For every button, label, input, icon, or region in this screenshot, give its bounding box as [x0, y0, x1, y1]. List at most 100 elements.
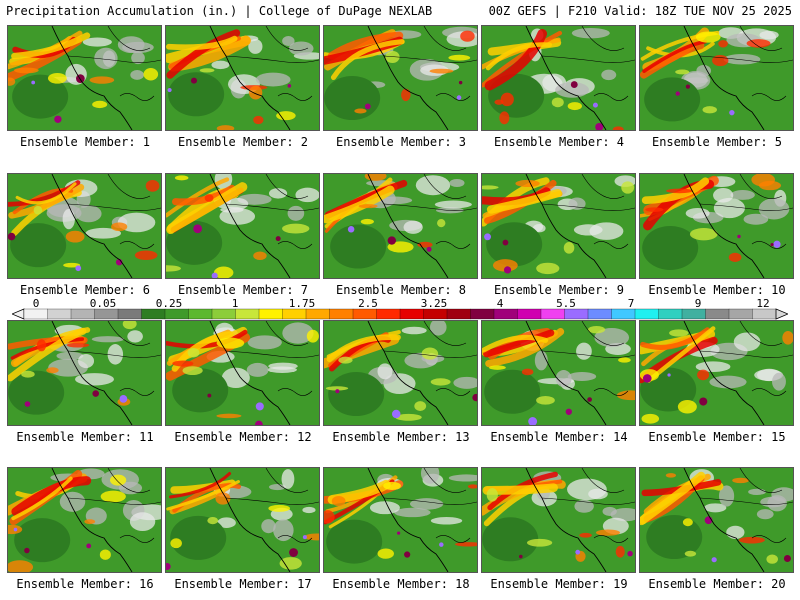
heavy-precip-spot — [335, 389, 340, 394]
colorbar-tick-label: 7 — [627, 297, 635, 310]
heavy-precip-spot — [627, 550, 633, 557]
heavy-precip-spot — [685, 84, 691, 89]
precip-cell — [215, 492, 231, 505]
colorbar-swatch — [352, 308, 377, 320]
coastline — [119, 535, 155, 543]
colorbar-swatch — [493, 308, 518, 320]
coastline — [593, 93, 629, 101]
coastline — [751, 535, 787, 543]
low-precip-patch — [594, 327, 630, 348]
low-precip-patch — [567, 372, 597, 381]
low-precip-patch — [394, 507, 431, 518]
colorbar-swatch — [282, 308, 307, 320]
precip-cell — [728, 252, 742, 263]
coastline — [51, 26, 133, 130]
low-precip-patch — [401, 326, 427, 335]
ensemble-member-label: Ensemble Member: 16 — [16, 577, 154, 591]
coastline — [593, 535, 629, 543]
heavy-precip-spot — [592, 102, 598, 108]
colorbar-swatch — [634, 308, 659, 320]
dry-ocean-zone — [14, 518, 71, 563]
precip-cell — [172, 360, 194, 367]
low-precip-patch — [85, 227, 122, 239]
heavy-precip-spot — [396, 531, 401, 535]
precip-cell — [612, 126, 624, 130]
ensemble-panel — [639, 25, 794, 131]
precip-cell — [417, 241, 433, 248]
border-line — [699, 497, 793, 505]
ensemble-panel — [7, 467, 162, 573]
border-line — [541, 350, 635, 358]
low-precip-patch — [75, 373, 114, 386]
low-precip-patch — [532, 224, 546, 233]
low-precip-patch — [246, 362, 269, 377]
ensemble-panel — [7, 25, 162, 131]
ensemble-member-label: Ensemble Member: 17 — [174, 577, 312, 591]
low-precip-patch — [288, 41, 314, 56]
precip-cell — [401, 88, 411, 102]
coastline — [367, 468, 449, 572]
heavy-precip-spot — [347, 225, 355, 233]
heavy-precip-spot — [289, 548, 298, 557]
heavy-precip-spot — [439, 542, 444, 547]
low-precip-patch — [82, 37, 112, 47]
border-line — [67, 55, 161, 63]
heavy-precip-spot — [13, 527, 18, 532]
low-precip-patch — [568, 197, 586, 210]
precip-cell — [746, 39, 771, 48]
dry-ocean-zone — [326, 519, 383, 564]
coastline — [751, 388, 787, 396]
heavy-precip-spot — [575, 549, 581, 555]
colorbar-tick-label: 12 — [756, 297, 770, 310]
border-line — [383, 55, 477, 63]
precip-cell — [354, 108, 367, 114]
heavy-precip-spot — [456, 95, 462, 100]
colorbar-swatch — [517, 308, 542, 320]
ensemble-member-label: Ensemble Member: 6 — [19, 283, 151, 297]
precip-map — [640, 468, 793, 572]
precip-cell — [536, 396, 555, 405]
colorbar-swatch — [470, 308, 495, 320]
low-precip-patch — [268, 362, 298, 370]
precip-map — [640, 26, 793, 130]
coastline — [683, 26, 765, 130]
ensemble-member-label: Ensemble Member: 18 — [332, 577, 470, 591]
precip-cell — [430, 378, 451, 386]
colorbar-swatch — [423, 308, 448, 320]
precip-band — [485, 42, 553, 71]
precip-band — [166, 35, 238, 51]
heavy-precip-spot — [667, 373, 671, 377]
low-precip-patch — [287, 205, 305, 221]
colorbar-tick-label: 2.5 — [358, 297, 378, 310]
precip-cell — [99, 549, 111, 560]
heavy-precip-spot — [391, 409, 401, 419]
coastline — [277, 93, 313, 101]
precip-band — [486, 188, 562, 214]
precip-cell — [677, 400, 697, 414]
ensemble-panel — [481, 467, 636, 573]
coastline — [209, 468, 291, 572]
precip-cell — [489, 365, 506, 370]
precip-band — [167, 182, 248, 233]
precip-band — [166, 177, 230, 218]
precip-cell — [621, 181, 635, 194]
heavy-precip-spot — [675, 91, 680, 96]
precip-cell — [758, 180, 782, 191]
precip-cell — [521, 368, 534, 376]
heavy-precip-spot — [190, 77, 198, 84]
precip-band — [11, 476, 73, 521]
low-precip-patch — [726, 525, 745, 539]
precip-cell — [166, 265, 181, 272]
colorbar-swatch — [540, 308, 565, 320]
precip-band — [640, 41, 705, 79]
heavy-precip-spot — [404, 551, 411, 558]
precip-cell — [414, 401, 427, 411]
low-precip-patch — [48, 358, 88, 377]
map-title: Precipitation Accumulation (in.) | Colle… — [6, 4, 433, 18]
precip-cell — [595, 529, 621, 536]
heavy-precip-spot — [484, 233, 492, 241]
precip-band — [166, 329, 248, 349]
precip-band — [640, 471, 706, 526]
coastline — [593, 388, 629, 396]
coastline — [739, 174, 783, 199]
